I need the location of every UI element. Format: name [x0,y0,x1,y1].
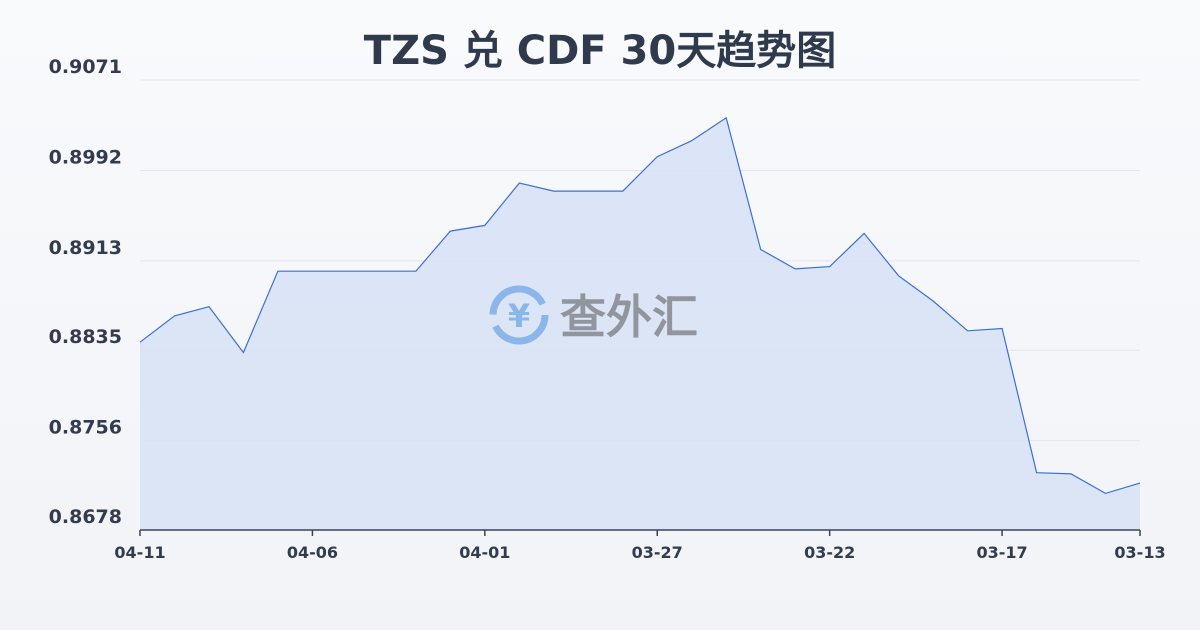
y-tick-label: 0.8835 [49,326,122,348]
y-tick-label: 0.9071 [49,56,122,78]
yen-exchange-icon [489,285,549,345]
x-tick-label: 03-27 [632,543,683,562]
area-fill [140,117,1140,531]
y-tick-label: 0.8913 [49,237,122,259]
svg-text:¥: ¥ [508,297,530,335]
x-tick-label: 04-01 [459,543,510,562]
x-tick-label: 03-17 [976,543,1027,562]
x-tick-label: 04-11 [114,543,165,562]
series-line [139,116,1141,495]
x-tick-label: 03-13 [1114,543,1165,562]
y-tick-label: 0.8678 [49,506,122,528]
y-tick-label: 0.8756 [49,417,122,439]
x-tick-label: 03-22 [804,543,855,562]
watermark-text: 查外汇 [560,290,698,344]
watermark: ¥ 查外汇 [489,285,698,345]
x-tick-label: 04-06 [287,543,338,562]
chart-title: TZS 兑 CDF 30天趋势图 [363,28,837,74]
y-tick-label: 0.8992 [49,146,122,168]
